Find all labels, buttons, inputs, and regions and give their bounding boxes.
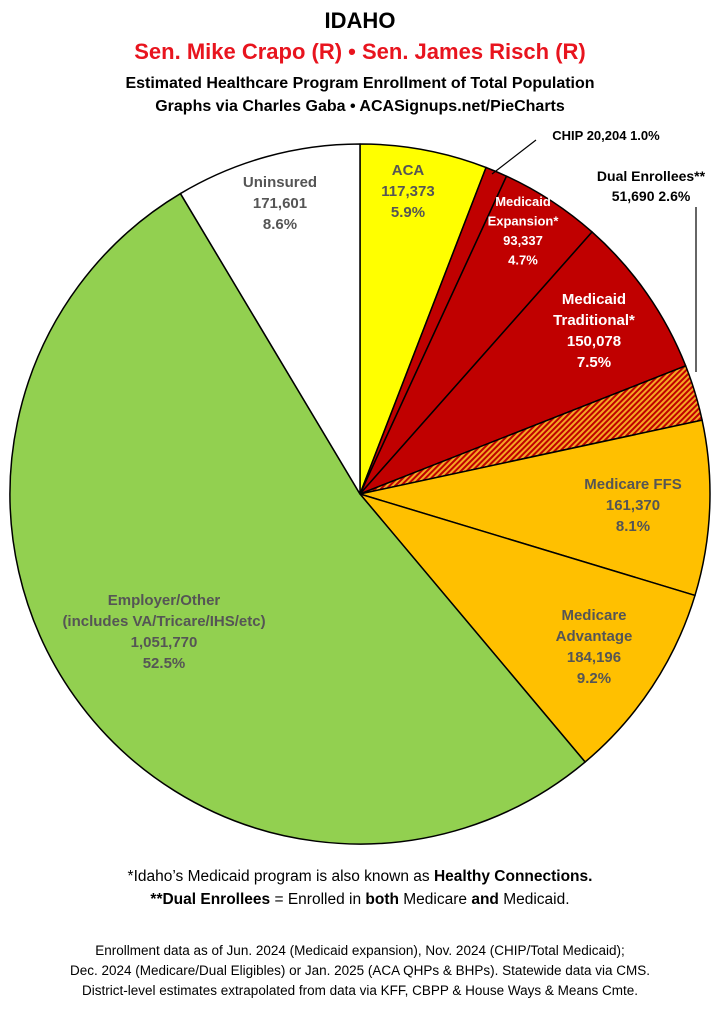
slice-label-medicaid-traditional: Medicaid Traditional* 150,078 7.5% <box>553 291 635 371</box>
footnote-medicaid: *Idaho’s Medicaid program is also known … <box>127 868 593 885</box>
footnote-dual: **Dual Enrollees = Enrolled in both Medi… <box>150 891 570 908</box>
senators-line: Sen. Mike Crapo (R) • Sen. James Risch (… <box>134 39 586 64</box>
slice-label-uninsured: Uninsured 171,601 8.6% <box>243 174 317 233</box>
pie-slice-employer-other-includes-va-tricare-ihs-etc <box>9 192 586 845</box>
pie-slice-aca <box>359 143 487 495</box>
slice-label-dual-enrollees: Dual Enrollees** 51,690 2.6% <box>597 168 706 204</box>
slice-labels: ACA 117,373 5.9% CHIP 20,204 1.0% Medicaid Ex… <box>62 128 705 687</box>
pie-slice-medicare-advantage <box>359 493 696 763</box>
slice-label-employer-other-includes-va-tricare-ihs-etc: Employer/Other (includes VA/Tricare/IHS/e… <box>62 592 265 672</box>
slice-label-aca: ACA 117,373 5.9% <box>381 162 434 221</box>
pie-slice-medicaid-traditional <box>359 231 687 495</box>
slice-label-medicaid-expansion: Medicaid Expansion* 93,337 4.7% <box>488 194 560 268</box>
pie-slices <box>9 143 711 845</box>
slice-label-medicare-ffs: Medicare FFS 161,370 8.1% <box>584 476 682 535</box>
chart-title: IDAHO <box>324 8 396 33</box>
source-note-3: District-level estimates extrapolated fr… <box>82 983 638 998</box>
source-note-1: Enrollment data as of Jun. 2024 (Medicai… <box>95 943 625 958</box>
pie-slice-uninsured <box>179 143 361 495</box>
chip-leader-line <box>491 139 537 175</box>
chart-subtitle: Estimated Healthcare Program Enrollment … <box>125 75 595 92</box>
pie-slice-medicare-ffs <box>359 419 711 597</box>
slice-label-chip: CHIP 20,204 1.0% <box>552 128 660 143</box>
leader-lines <box>491 139 697 372</box>
source-note-2: Dec. 2024 (Medicare/Dual Eligibles) or J… <box>70 963 650 978</box>
chart-credit: Graphs via Charles Gaba • ACASignups.net… <box>155 98 565 115</box>
slice-label-medicare-advantage: Medicare Advantage 184,196 9.2% <box>556 607 633 687</box>
